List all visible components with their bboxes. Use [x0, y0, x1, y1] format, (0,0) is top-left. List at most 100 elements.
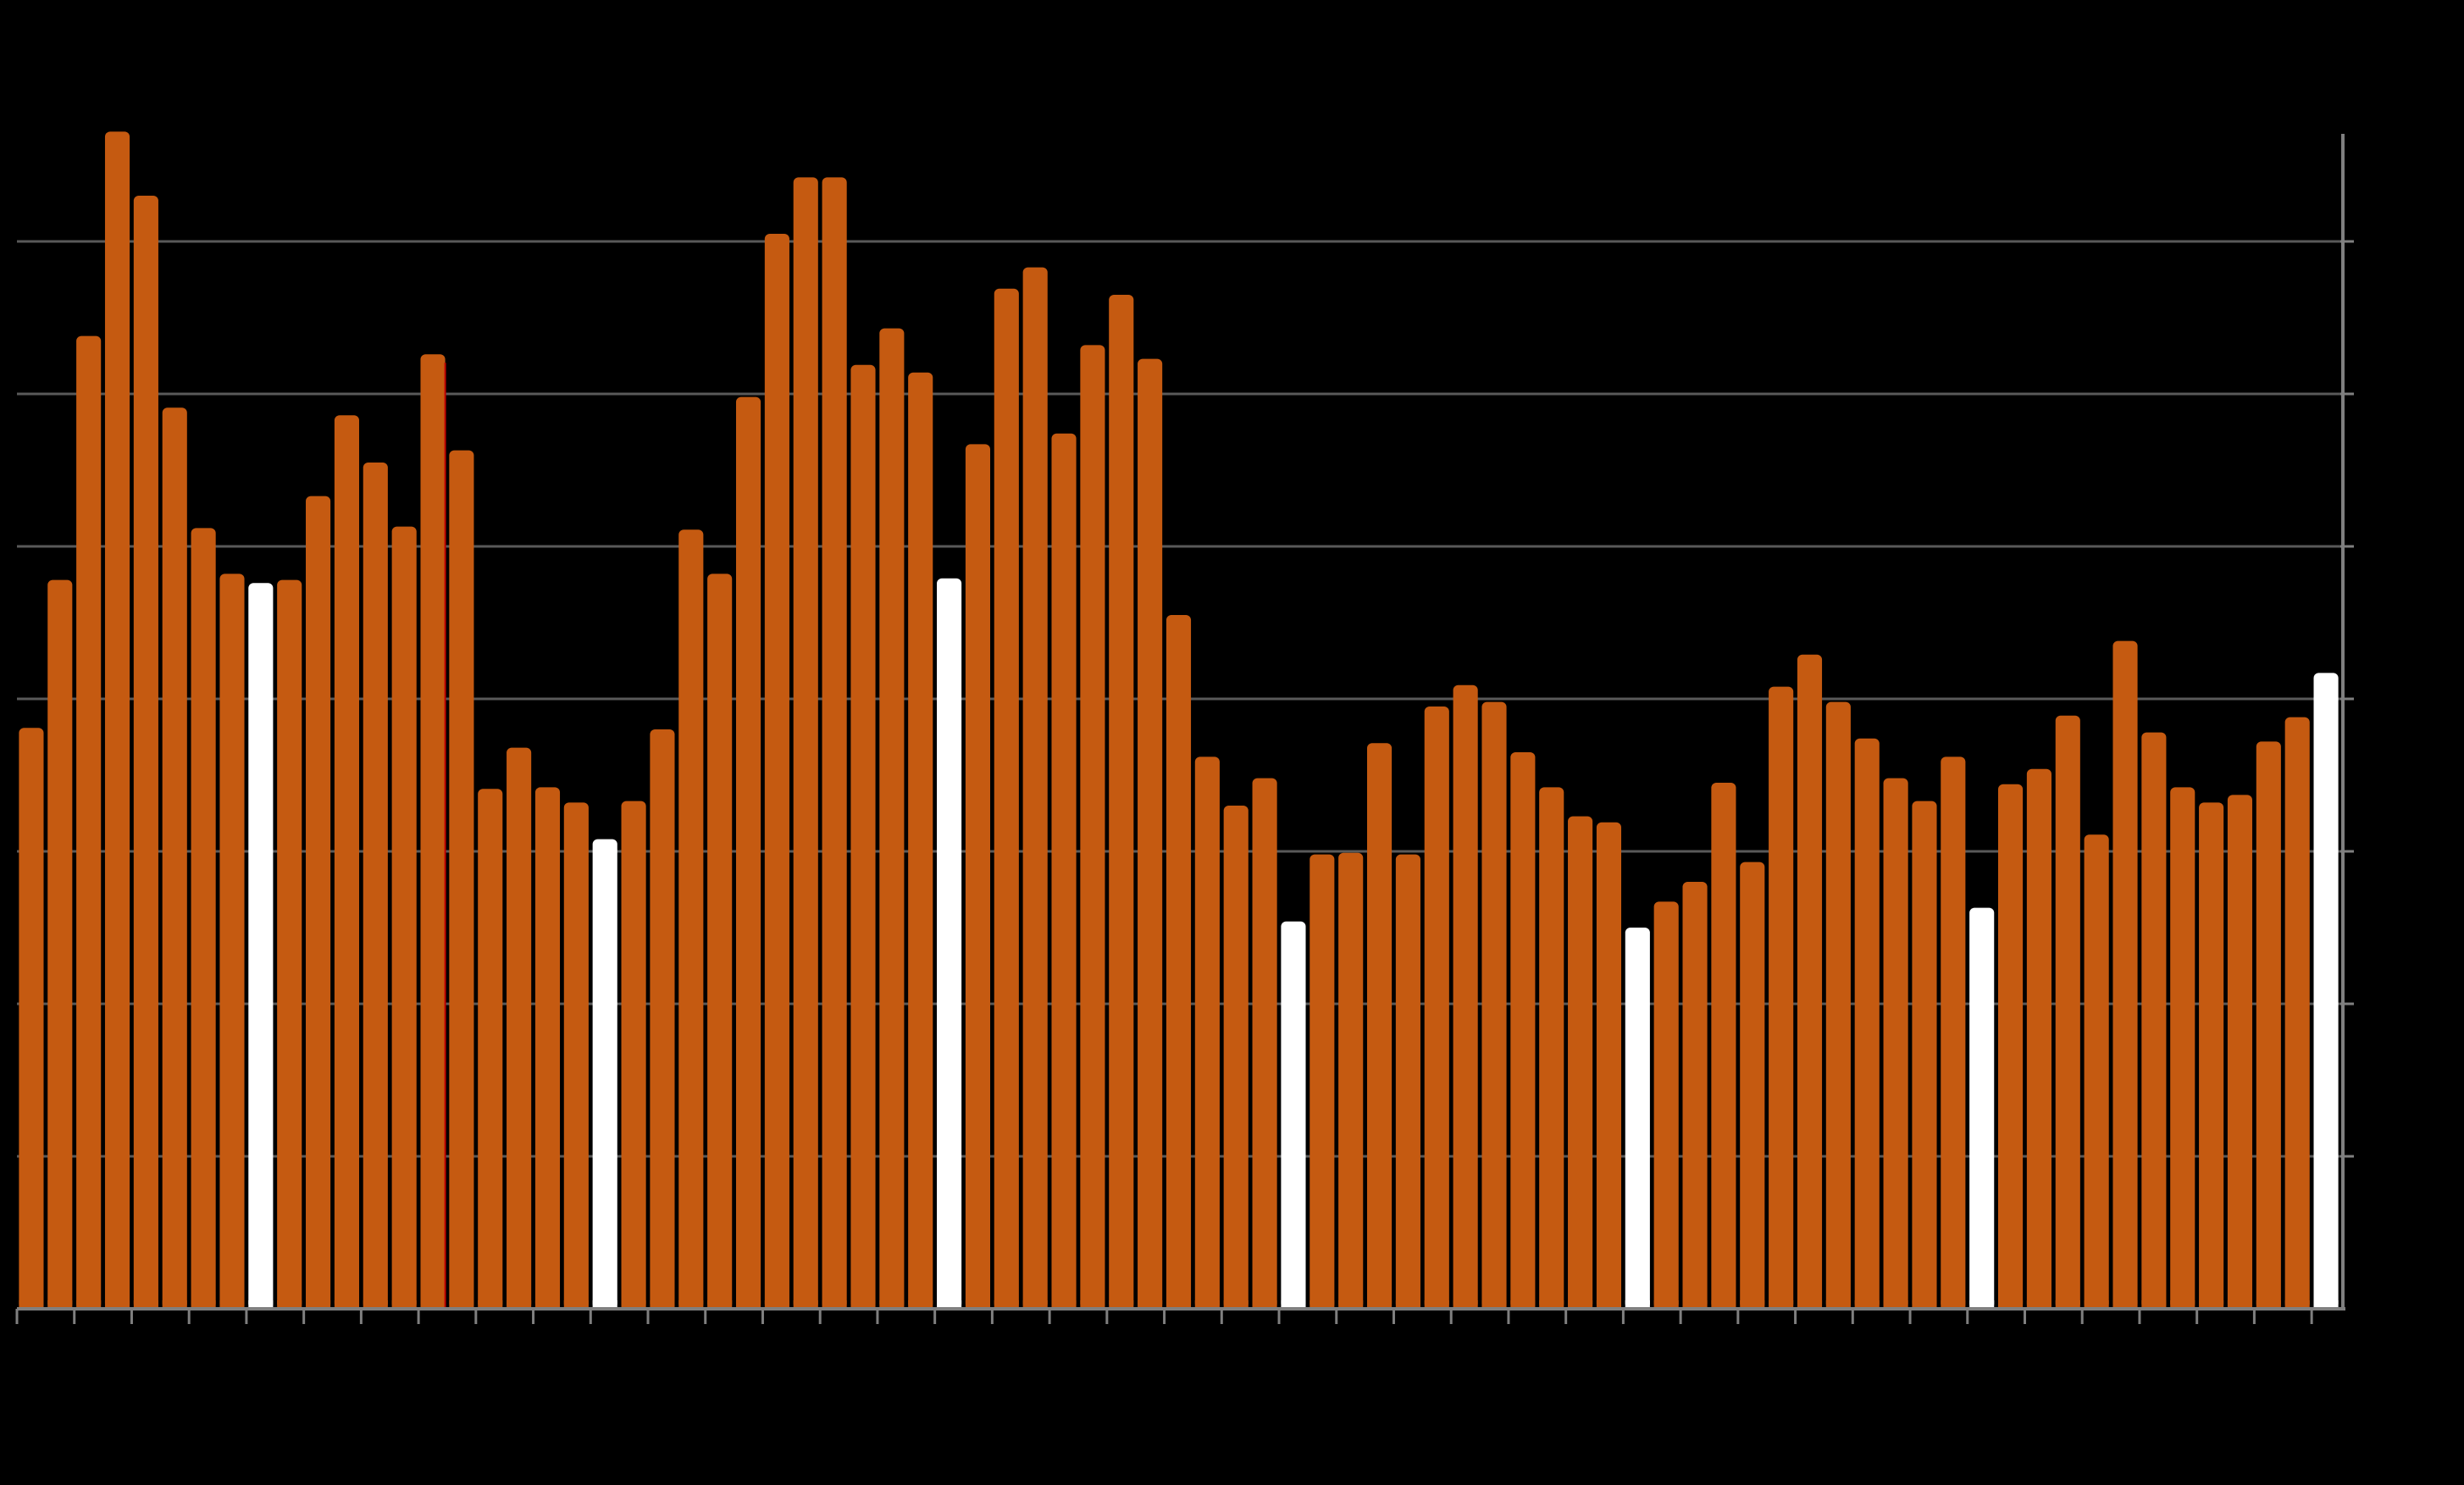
- bar-base: [735, 1300, 761, 1309]
- bar-base: [822, 1300, 847, 1309]
- bar: [1998, 784, 2024, 1309]
- bar-highlight: [1281, 921, 1306, 1309]
- bar-base: [1166, 1300, 1192, 1309]
- bar-base: [47, 1300, 73, 1309]
- bar: [1854, 738, 1880, 1309]
- bar: [1568, 816, 1593, 1309]
- bar-base: [2199, 1300, 2224, 1309]
- bar-highlight: [248, 583, 274, 1309]
- bar-base: [2284, 1300, 2310, 1309]
- bar: [735, 396, 761, 1310]
- bar-base: [133, 1300, 158, 1309]
- bar: [793, 177, 818, 1309]
- bar: [2284, 717, 2310, 1309]
- bar: [19, 728, 44, 1309]
- bar: [1022, 267, 1048, 1310]
- bar-base: [534, 1300, 561, 1309]
- bar: [391, 526, 417, 1309]
- bar-base: [2170, 1300, 2195, 1309]
- bar: [1740, 862, 1765, 1309]
- bar-base: [707, 1300, 733, 1309]
- bar: [2026, 768, 2051, 1309]
- bar: [1769, 686, 1794, 1309]
- bar-base: [2055, 1300, 2080, 1309]
- bar-base: [1797, 1300, 1823, 1309]
- bar-base: [1912, 1300, 1937, 1309]
- bar-base: [650, 1300, 675, 1309]
- bar: [1596, 822, 1622, 1309]
- bar: [1825, 701, 1851, 1309]
- bar-base: [621, 1300, 646, 1309]
- bar: [1310, 854, 1335, 1309]
- bar: [1510, 752, 1536, 1309]
- bar: [2055, 715, 2080, 1309]
- bar: [534, 787, 561, 1309]
- bar-base: [1338, 1300, 1364, 1309]
- bar: [1166, 615, 1192, 1309]
- bar: [764, 234, 789, 1309]
- bar-base: [1281, 1300, 1306, 1309]
- bar-highlight: [2313, 673, 2339, 1309]
- bar-base: [1625, 1300, 1650, 1309]
- bar-base: [1998, 1300, 2024, 1309]
- bar: [908, 372, 933, 1309]
- bar-base: [76, 1300, 102, 1309]
- bar-base: [1653, 1300, 1679, 1309]
- bar: [1912, 801, 1937, 1309]
- bar: [104, 131, 130, 1309]
- bar-base: [1481, 1300, 1507, 1309]
- bar: [1883, 778, 1908, 1309]
- bar: [277, 579, 302, 1309]
- bar-base: [391, 1300, 417, 1309]
- bar: [1080, 345, 1105, 1309]
- bar-highlight: [937, 578, 962, 1309]
- bar-base: [1080, 1300, 1105, 1309]
- bar-base: [1825, 1300, 1851, 1309]
- bar: [1338, 852, 1364, 1309]
- bar-base: [994, 1300, 1019, 1309]
- bar: [2112, 640, 2138, 1309]
- bar-base: [1941, 1300, 1966, 1309]
- bar: [219, 573, 245, 1309]
- bar: [133, 196, 158, 1309]
- bar-highlight: [592, 839, 617, 1309]
- bar: [1941, 756, 1966, 1309]
- bar: [879, 328, 905, 1310]
- bar: [1109, 295, 1134, 1309]
- bar-base: [2026, 1300, 2051, 1309]
- bar: [507, 747, 532, 1309]
- bar: [1653, 901, 1679, 1309]
- bar-base: [478, 1300, 503, 1309]
- bar: [47, 579, 73, 1309]
- bar: [162, 407, 187, 1310]
- bar-base: [19, 1300, 44, 1309]
- bar-base: [1424, 1300, 1449, 1309]
- bar: [678, 529, 704, 1309]
- bar: [707, 573, 733, 1309]
- bar-base: [507, 1300, 532, 1309]
- bars: [19, 131, 2339, 1310]
- bar-base: [277, 1300, 302, 1309]
- axes: [15, 134, 2354, 1324]
- bar: [1797, 654, 1823, 1309]
- bar: [1223, 806, 1249, 1309]
- bar-base: [1310, 1300, 1335, 1309]
- bar-base: [1395, 1300, 1420, 1309]
- bar: [994, 288, 1019, 1309]
- bar: [1711, 783, 1736, 1309]
- bar: [191, 528, 216, 1309]
- bar: [1366, 743, 1393, 1309]
- bar-base: [563, 1300, 589, 1309]
- bar: [621, 801, 646, 1309]
- bar: [965, 444, 991, 1309]
- bar-base: [764, 1300, 789, 1309]
- bar: [2141, 732, 2167, 1309]
- bar: [2199, 802, 2224, 1309]
- bar: [2227, 795, 2253, 1309]
- bar: [650, 729, 675, 1309]
- bar-highlight: [1969, 907, 1995, 1309]
- bar-base: [678, 1300, 704, 1309]
- bar-base: [879, 1300, 905, 1309]
